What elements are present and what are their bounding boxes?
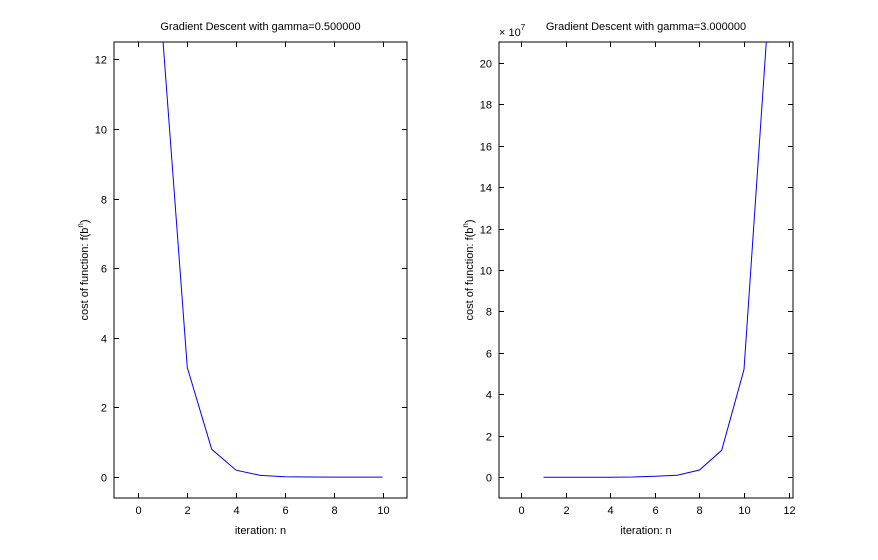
y-axis-label-close: ) — [79, 219, 91, 223]
y-exponent-power: 7 — [521, 23, 526, 32]
y-axis-label-text: cost of function: f(b — [79, 228, 91, 321]
x-tick-label: 10 — [738, 505, 750, 517]
chart-2: 0 2 4 6 8 10 12 0 2 4 6 8 10 12 14 16 18 20 Gradient Desce… — [461, 21, 796, 537]
x-axis-label: iteration: n — [620, 525, 671, 537]
x-tick-label: 0 — [518, 505, 524, 517]
y-tick-label: 12 — [95, 55, 107, 67]
y-exponent-label: × 107 — [499, 23, 526, 39]
x-tick-label: 12 — [783, 505, 795, 517]
y-exponent-base: × 10 — [499, 27, 521, 39]
series-line-1 — [543, 42, 767, 478]
y-tick-label: 8 — [486, 307, 492, 319]
plot-area — [113, 41, 408, 499]
y-axis-label-sup: n — [461, 223, 470, 227]
plot-area — [498, 41, 794, 499]
y-tick-label: 8 — [101, 195, 107, 207]
y-axis-label: cost of function: f(bn) — [76, 219, 91, 320]
x-tick-label: 0 — [135, 505, 141, 517]
x-tick-label: 6 — [282, 505, 288, 517]
y-tick-label: 20 — [480, 59, 492, 71]
chart-title: Gradient Descent with gamma=3.000000 — [546, 21, 746, 33]
x-tick-label: 10 — [377, 505, 389, 517]
x-tick-label: 8 — [331, 505, 337, 517]
y-tick-label: 16 — [480, 142, 492, 154]
chart-title: Gradient Descent with gamma=0.500000 — [160, 21, 360, 33]
x-tick-label: 6 — [652, 505, 658, 517]
x-axis-label: iteration: n — [235, 525, 286, 537]
y-tick-label: 0 — [486, 473, 492, 485]
y-tick-label: 12 — [480, 225, 492, 237]
y-tick-label: 10 — [95, 125, 107, 137]
y-tick-label: 6 — [486, 349, 492, 361]
x-tick-label: 4 — [233, 505, 239, 517]
y-axis-label-text: cost of function: f(b — [464, 228, 476, 321]
y-tick-label: 2 — [101, 403, 107, 415]
series-line-1 — [162, 42, 383, 478]
x-tick-label: 8 — [696, 505, 702, 517]
y-axis-label: cost of function: f(bn) — [461, 219, 476, 320]
x-tick-label: 2 — [184, 505, 190, 517]
y-tick-label: 0 — [101, 473, 107, 485]
y-tick-label: 6 — [101, 264, 107, 276]
y-tick-label: 4 — [101, 334, 107, 346]
x-tick-label: 4 — [607, 505, 613, 517]
chart-1: 0 2 4 6 8 10 0 2 4 6 8 10 12 Gradient Descent with ga… — [76, 21, 408, 537]
y-axis-label-sup: n — [76, 223, 85, 227]
y-axis-label-close: ) — [464, 219, 476, 223]
y-tick-label: 18 — [480, 100, 492, 112]
y-tick-label: 10 — [480, 266, 492, 278]
y-tick-label: 14 — [480, 183, 492, 195]
y-tick-label: 4 — [486, 390, 492, 402]
x-tick-label: 2 — [563, 505, 569, 517]
y-tick-label: 2 — [486, 432, 492, 444]
